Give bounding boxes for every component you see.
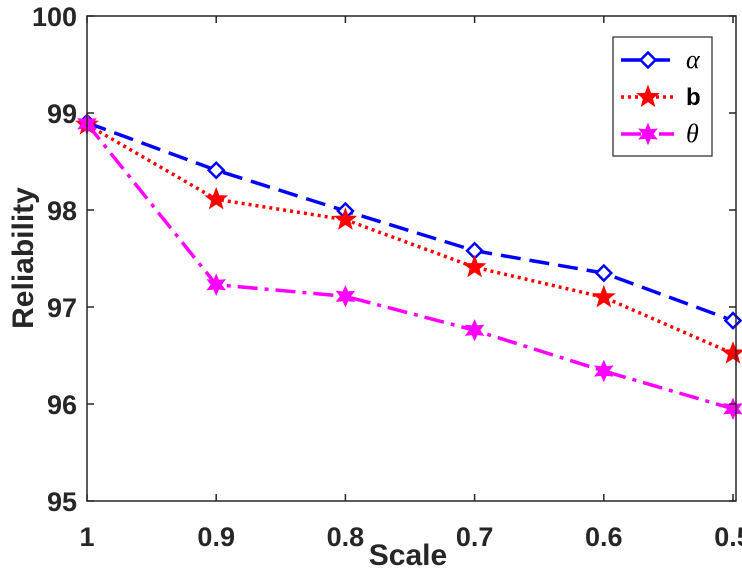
x-tick-label: 0.5 [714,522,742,552]
series-line [85,122,734,411]
legend-marker [638,122,658,146]
series-line [86,121,734,323]
legend-marker [636,84,660,108]
legend-entry: θ [621,119,699,148]
x-tick-label: 0.9 [197,522,235,552]
y-tick-label: 98 [47,196,77,226]
data-point [335,285,356,308]
x-axis-label: Scale [369,539,447,568]
data-point [464,319,485,342]
y-tick-label: 97 [47,293,77,323]
x-tick-label: 0.7 [456,522,494,552]
legend-label: θ [686,119,699,148]
data-point [591,284,616,308]
legend-marker [638,50,658,70]
data-point [594,263,614,283]
legend: αbθ [612,36,713,157]
data-point [206,160,226,180]
y-tick-label: 99 [47,99,77,129]
legend-label: b [686,84,701,111]
data-point [333,207,358,230]
y-tick-label: 100 [32,2,77,32]
y-tick-label: 95 [47,487,77,517]
x-tick-label: 0.8 [327,522,365,552]
data-point [204,186,229,210]
y-tick-label: 96 [47,390,77,420]
tick-layer: 1 0.9 0.8 0.7 0.6 0.5 95 96 97 98 99 100 [32,2,742,552]
x-tick-label: 0.6 [585,522,623,552]
data-point [594,359,614,383]
y-axis-label: Reliability [7,187,40,329]
legend-label: α [686,45,701,74]
data-point [206,273,226,296]
data-point [462,254,487,278]
data-point [721,341,742,364]
legend-entry: b [621,84,701,111]
plot-frame [86,15,737,502]
x-tick-label: 1 [79,522,94,552]
legend-entry: α [621,45,701,74]
